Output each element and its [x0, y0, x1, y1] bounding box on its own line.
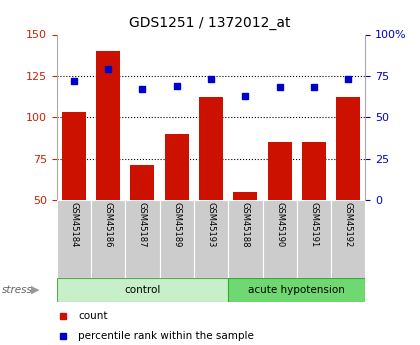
- Text: control: control: [124, 285, 160, 295]
- Bar: [199, 97, 223, 200]
- Text: stress: stress: [2, 285, 33, 295]
- Bar: [228, 200, 262, 278]
- Text: GSM45192: GSM45192: [344, 203, 353, 248]
- Bar: [165, 134, 189, 200]
- Text: GSM45190: GSM45190: [275, 203, 284, 248]
- Bar: [91, 200, 125, 278]
- Text: GSM45184: GSM45184: [69, 203, 79, 248]
- Bar: [268, 142, 291, 200]
- Bar: [331, 200, 365, 278]
- Text: GSM45189: GSM45189: [172, 203, 181, 248]
- Bar: [131, 165, 155, 200]
- Bar: [57, 200, 91, 278]
- Text: count: count: [78, 312, 108, 322]
- Text: GSM45193: GSM45193: [207, 203, 215, 248]
- Bar: [297, 200, 331, 278]
- Text: GSM45186: GSM45186: [104, 203, 113, 248]
- Bar: [62, 112, 86, 200]
- Text: GSM45191: GSM45191: [310, 203, 318, 248]
- Text: GDS1251 / 1372012_at: GDS1251 / 1372012_at: [129, 16, 291, 30]
- Bar: [302, 142, 326, 200]
- Text: percentile rank within the sample: percentile rank within the sample: [78, 331, 254, 341]
- Text: ▶: ▶: [31, 285, 39, 295]
- Text: acute hypotension: acute hypotension: [248, 285, 345, 295]
- Bar: [57, 278, 228, 302]
- Bar: [262, 200, 297, 278]
- Bar: [194, 200, 228, 278]
- Text: GSM45187: GSM45187: [138, 203, 147, 248]
- Bar: [228, 278, 365, 302]
- Bar: [234, 192, 257, 200]
- Bar: [336, 97, 360, 200]
- Bar: [160, 200, 194, 278]
- Bar: [125, 200, 160, 278]
- Bar: [96, 51, 120, 200]
- Text: GSM45188: GSM45188: [241, 203, 250, 248]
